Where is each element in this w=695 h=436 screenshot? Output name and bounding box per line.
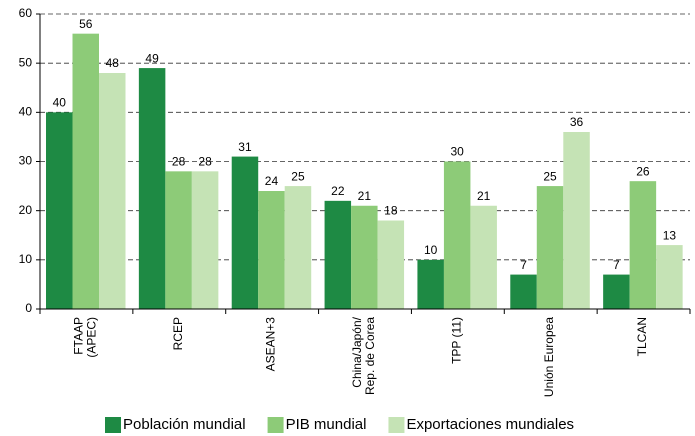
value-label: 7: [520, 258, 527, 272]
value-label: 26: [636, 164, 650, 178]
bar: [138, 68, 166, 309]
bar: [510, 274, 537, 309]
x-tick-label: Rep. de Corea: [363, 317, 377, 395]
y-tick-label: 10: [19, 252, 33, 266]
y-tick-label: 40: [19, 105, 33, 119]
bar: [324, 200, 352, 309]
legend-swatch: [105, 417, 121, 433]
value-label: 48: [106, 56, 120, 70]
x-tick-label: Unión Europea: [542, 317, 556, 397]
y-tick-label: 20: [19, 203, 33, 217]
y-tick-label: 60: [19, 6, 33, 20]
bar: [443, 161, 471, 309]
x-tick-label: (APEC): [84, 317, 98, 358]
y-tick-label: 50: [19, 55, 33, 69]
bar: [165, 171, 192, 309]
bar: [656, 245, 683, 309]
value-label: 13: [663, 228, 677, 242]
value-label: 28: [172, 155, 186, 169]
bar: [603, 274, 630, 309]
bar: [99, 73, 126, 309]
x-tick-label: RCEP: [171, 317, 185, 350]
bar: [470, 205, 497, 309]
value-label: 18: [384, 204, 398, 218]
bar: [377, 220, 405, 309]
bar: [629, 181, 657, 309]
bar: [231, 156, 259, 309]
bar: [284, 186, 312, 309]
bar: [351, 205, 378, 309]
value-label: 21: [477, 189, 491, 203]
x-tick-label: China/Japón/: [350, 316, 364, 387]
value-label: 30: [450, 145, 464, 159]
legend-label: Población mundial: [123, 416, 246, 433]
value-label: 36: [570, 115, 584, 129]
y-tick-label: 0: [25, 301, 32, 315]
value-label: 24: [265, 174, 279, 188]
value-label: 7: [613, 258, 620, 272]
bar: [417, 259, 444, 309]
x-tick-label: TLCAN: [635, 317, 649, 356]
legend-swatch: [267, 417, 284, 433]
bar: [46, 112, 73, 309]
bar: [563, 132, 590, 309]
y-tick-label: 30: [19, 154, 33, 168]
x-tick-label: TPP (11): [449, 317, 463, 364]
bar: [191, 171, 219, 309]
value-label: 49: [145, 51, 159, 65]
value-label: 22: [331, 184, 345, 198]
x-tick-label: FTAAP: [71, 317, 85, 355]
value-label: 56: [79, 17, 93, 31]
value-label: 40: [53, 96, 67, 110]
bar: [258, 191, 285, 309]
bar: [72, 33, 99, 310]
bar: [536, 186, 564, 309]
legend-label: PIB mundial: [286, 416, 367, 433]
legend-label: Exportaciones mundiales: [406, 416, 574, 433]
value-label: 25: [291, 169, 305, 183]
value-label: 28: [198, 155, 212, 169]
value-label: 31: [238, 140, 252, 154]
legend-swatch: [388, 417, 405, 433]
value-label: 21: [358, 189, 372, 203]
value-label: 10: [424, 243, 438, 257]
x-tick-label: ASEAN+3: [264, 317, 278, 372]
value-label: 25: [543, 169, 557, 183]
